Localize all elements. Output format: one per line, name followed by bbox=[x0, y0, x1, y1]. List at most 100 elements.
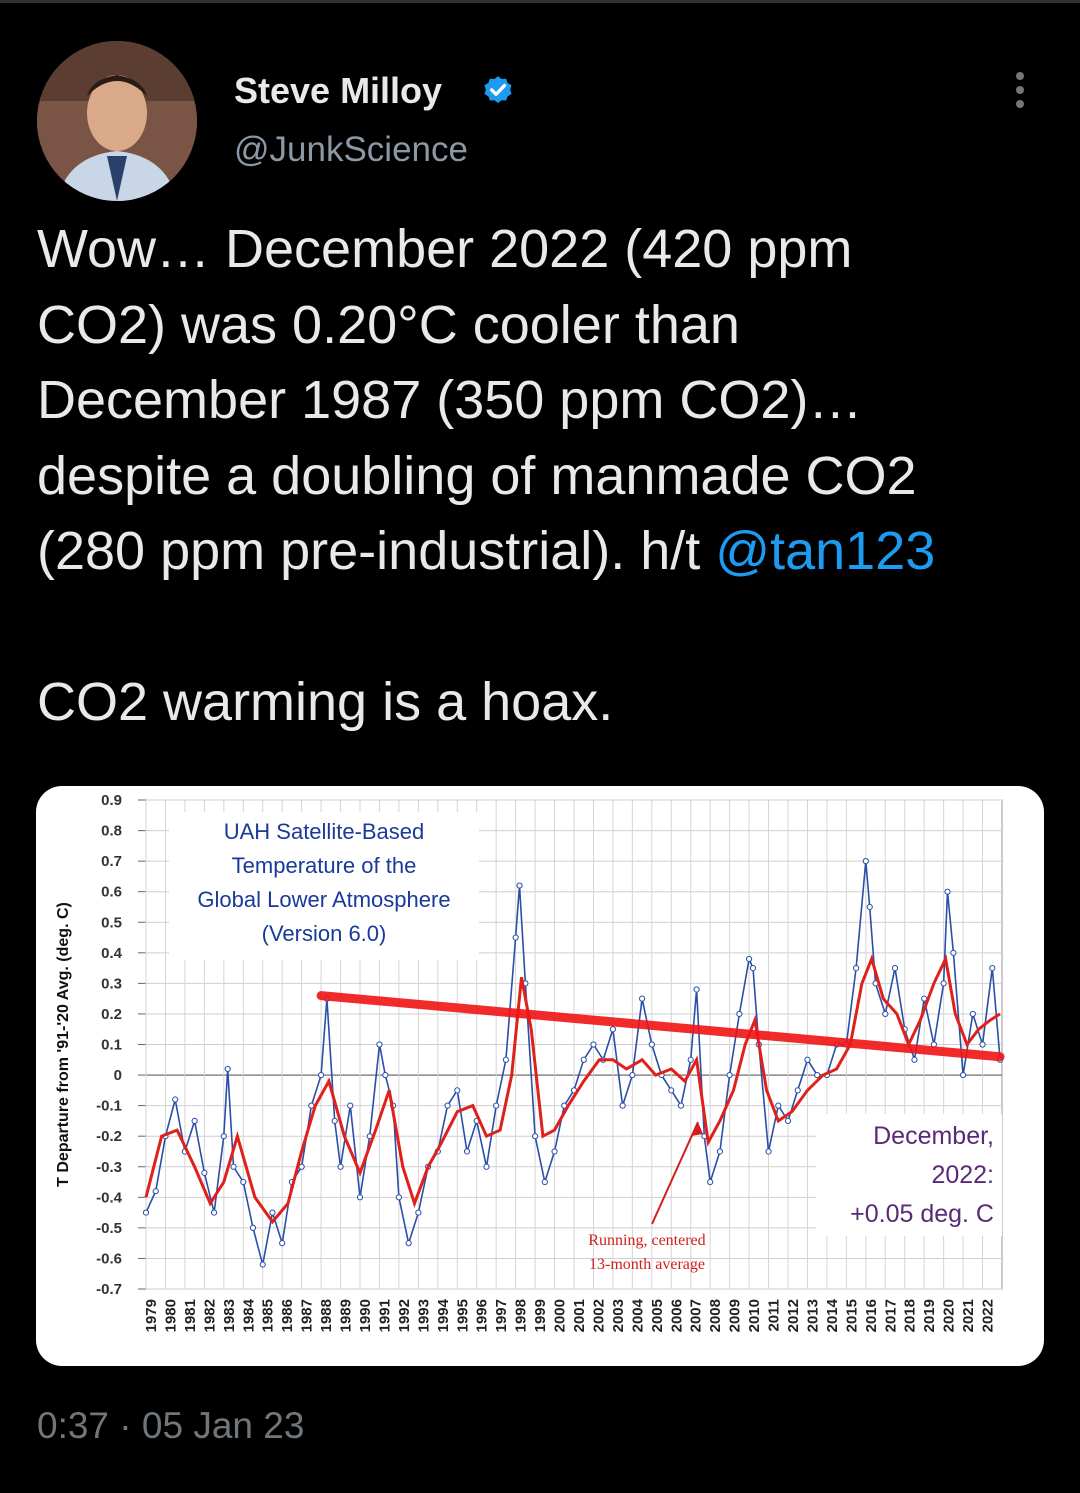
x-tick-label: 1995 bbox=[454, 1299, 471, 1332]
x-tick-label: 1981 bbox=[182, 1299, 199, 1332]
x-tick-label: 2011 bbox=[766, 1299, 783, 1332]
monthly-data-point bbox=[551, 1148, 558, 1155]
more-options-icon[interactable] bbox=[1008, 68, 1032, 112]
running-average-line bbox=[144, 954, 1001, 1225]
monthly-data-point bbox=[979, 1041, 986, 1048]
mention-link[interactable]: @tan123 bbox=[715, 521, 936, 581]
monthly-data-point bbox=[512, 934, 519, 941]
x-tick-label: 2003 bbox=[610, 1299, 627, 1332]
monthly-data-point bbox=[142, 1209, 150, 1216]
monthly-data-point bbox=[784, 1117, 792, 1125]
monthly-data-point bbox=[736, 1010, 743, 1018]
monthly-data-point bbox=[862, 858, 869, 865]
y-tick-label: 0.6 bbox=[101, 884, 122, 901]
x-tick-label: 2007 bbox=[688, 1299, 705, 1332]
monthly-data-point bbox=[668, 1087, 675, 1094]
x-tick-label: 1990 bbox=[357, 1299, 374, 1332]
monthly-data-point bbox=[677, 1102, 685, 1109]
monthly-data-point bbox=[172, 1096, 179, 1103]
chart-title-line: Temperature of the bbox=[232, 853, 417, 878]
december-label-line: December, bbox=[873, 1122, 994, 1150]
x-tick-label: 2013 bbox=[804, 1299, 821, 1332]
x-tick-label: 1998 bbox=[513, 1299, 530, 1332]
x-tick-label: 2014 bbox=[824, 1298, 841, 1332]
monthly-data-point bbox=[749, 964, 757, 972]
y-tick-label: -0.5 bbox=[96, 1220, 122, 1237]
monthly-data-point bbox=[463, 1148, 471, 1155]
x-tick-label: 1991 bbox=[376, 1299, 393, 1332]
monthly-data-point bbox=[331, 1117, 338, 1125]
monthly-data-point bbox=[210, 1209, 218, 1216]
author-handle[interactable]: @JunkScience bbox=[234, 130, 468, 169]
x-tick-label: 1980 bbox=[162, 1299, 179, 1332]
monthly-data-point bbox=[356, 1194, 364, 1201]
monthly-data-point bbox=[516, 882, 523, 889]
x-tick-label: 2009 bbox=[727, 1299, 744, 1332]
y-tick-label: -0.7 bbox=[96, 1281, 122, 1298]
monthly-data-point bbox=[249, 1224, 257, 1231]
tweet-timestamp[interactable]: 0:37 · 05 Jan 23 bbox=[37, 1405, 305, 1446]
monthly-data-point bbox=[687, 1056, 694, 1063]
monthly-data-point bbox=[959, 1071, 967, 1079]
december-label-line: 2022: bbox=[931, 1161, 994, 1189]
author-name[interactable]: Steve Milloy bbox=[234, 70, 443, 111]
monthly-data-point bbox=[224, 1065, 231, 1073]
monthly-data-point bbox=[590, 1041, 597, 1048]
chart-title-line: (Version 6.0) bbox=[262, 921, 387, 946]
monthly-data-point bbox=[716, 1148, 724, 1155]
x-tick-label: 2010 bbox=[746, 1299, 763, 1332]
monthly-data-point bbox=[726, 1071, 733, 1079]
verified-badge-icon bbox=[484, 76, 512, 103]
monthly-data-point bbox=[745, 955, 753, 963]
x-tick-label: 2001 bbox=[571, 1299, 588, 1332]
average-label-line: Running, centered bbox=[588, 1232, 705, 1249]
x-tick-label: 2012 bbox=[785, 1299, 802, 1332]
x-tick-label: 2021 bbox=[960, 1299, 977, 1332]
uah-temperature-chart: 0.9 0.8 0.7 0.6 0.5 0.4 0.3 0.2 0.1 0 -0.1 -0.2 -0.3… bbox=[55, 792, 1005, 1332]
tweet-line: (280 ppm pre-industrial). h/t @tan123 bbox=[37, 514, 1057, 590]
monthly-data-point bbox=[541, 1178, 548, 1186]
monthly-data-point bbox=[259, 1261, 266, 1268]
x-tick-label: 1999 bbox=[532, 1299, 549, 1332]
monthly-data-point bbox=[619, 1102, 626, 1109]
trend-line bbox=[316, 991, 1005, 1062]
monthly-data-point bbox=[814, 1071, 821, 1079]
monthly-data-point bbox=[201, 1169, 208, 1176]
x-tick-label: 2006 bbox=[668, 1299, 685, 1332]
y-tick-label: 0.3 bbox=[101, 975, 122, 992]
monthly-data-point bbox=[911, 1056, 918, 1063]
x-tick-label: 1985 bbox=[260, 1299, 277, 1332]
y-tick-label: 0 bbox=[114, 1067, 122, 1084]
monthly-data-point bbox=[765, 1148, 772, 1155]
x-tick-label: 2002 bbox=[590, 1299, 607, 1332]
x-tick-label: 1986 bbox=[279, 1299, 296, 1332]
monthly-data-point bbox=[454, 1087, 461, 1094]
monthly-data-point bbox=[969, 1010, 976, 1018]
y-tick-label: 0.8 bbox=[101, 823, 122, 840]
x-tick-label: 1993 bbox=[415, 1299, 432, 1332]
x-tick-label: 2015 bbox=[843, 1299, 860, 1332]
title-box bbox=[169, 812, 479, 960]
x-tick-label: 2017 bbox=[882, 1299, 899, 1332]
x-tick-label: 1984 bbox=[240, 1298, 257, 1332]
y-tick-label: -0.3 bbox=[96, 1159, 122, 1176]
monthly-data-point bbox=[804, 1056, 811, 1063]
x-tick-label: 2000 bbox=[552, 1299, 569, 1332]
x-tick-label: 1994 bbox=[435, 1298, 452, 1332]
x-tick-label: 2005 bbox=[649, 1299, 666, 1332]
chart-image-card[interactable]: 0.9 0.8 0.7 0.6 0.5 0.4 0.3 0.2 0.1 0 -0.1 -0.2 -0.3… bbox=[36, 786, 1044, 1366]
monthly-data-point bbox=[376, 1041, 383, 1048]
monthly-data-point bbox=[944, 888, 951, 895]
monthly-data-point bbox=[191, 1117, 198, 1125]
monthly-data-point bbox=[648, 1041, 655, 1048]
author-avatar[interactable] bbox=[37, 41, 197, 201]
top-divider bbox=[0, 0, 1080, 3]
monthly-data-point bbox=[298, 1163, 305, 1170]
y-tick-label: 0.1 bbox=[101, 1037, 122, 1054]
x-tick-label: 2019 bbox=[921, 1299, 938, 1332]
x-tick-label: 1992 bbox=[396, 1299, 413, 1332]
tweet-line: despite a doubling of manmade CO2 bbox=[37, 445, 917, 506]
monthly-data-point bbox=[395, 1194, 403, 1201]
y-tick-label: -0.2 bbox=[96, 1128, 122, 1145]
y-tick-label: -0.4 bbox=[96, 1189, 123, 1206]
